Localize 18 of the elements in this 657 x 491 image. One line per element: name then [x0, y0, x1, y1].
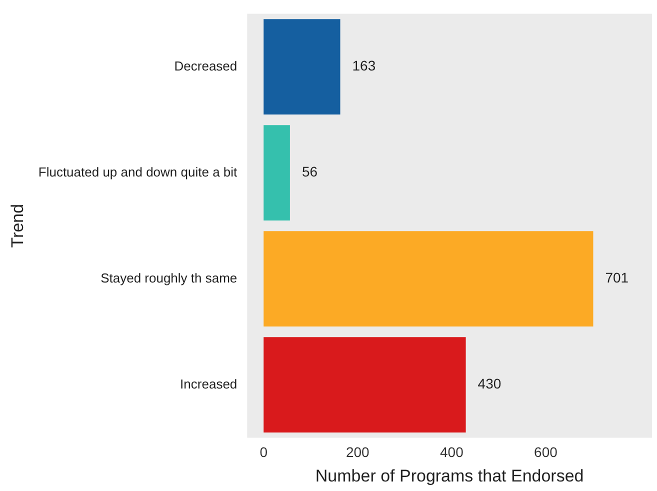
x-tick-label: 200	[346, 444, 370, 460]
y-tick-label: Decreased	[174, 58, 238, 74]
bar	[264, 231, 594, 326]
y-tick-label: Increased	[180, 376, 238, 392]
bar	[264, 125, 290, 220]
x-axis-title: Number of Programs that Endorsed	[315, 466, 584, 486]
bar	[264, 19, 340, 114]
x-tick-label: 400	[440, 444, 464, 460]
y-axis-title: Trend	[8, 204, 27, 248]
data-label: 430	[478, 376, 502, 392]
data-label: 701	[605, 270, 629, 286]
x-tick-label: 600	[534, 444, 558, 460]
y-tick-label: Fluctuated up and down quite a bit	[38, 164, 238, 180]
y-tick-label: Stayed roughly th same	[100, 270, 238, 286]
x-tick-label: 0	[260, 444, 268, 460]
data-label: 56	[302, 164, 318, 180]
data-label: 163	[352, 58, 376, 74]
bar	[264, 337, 466, 432]
